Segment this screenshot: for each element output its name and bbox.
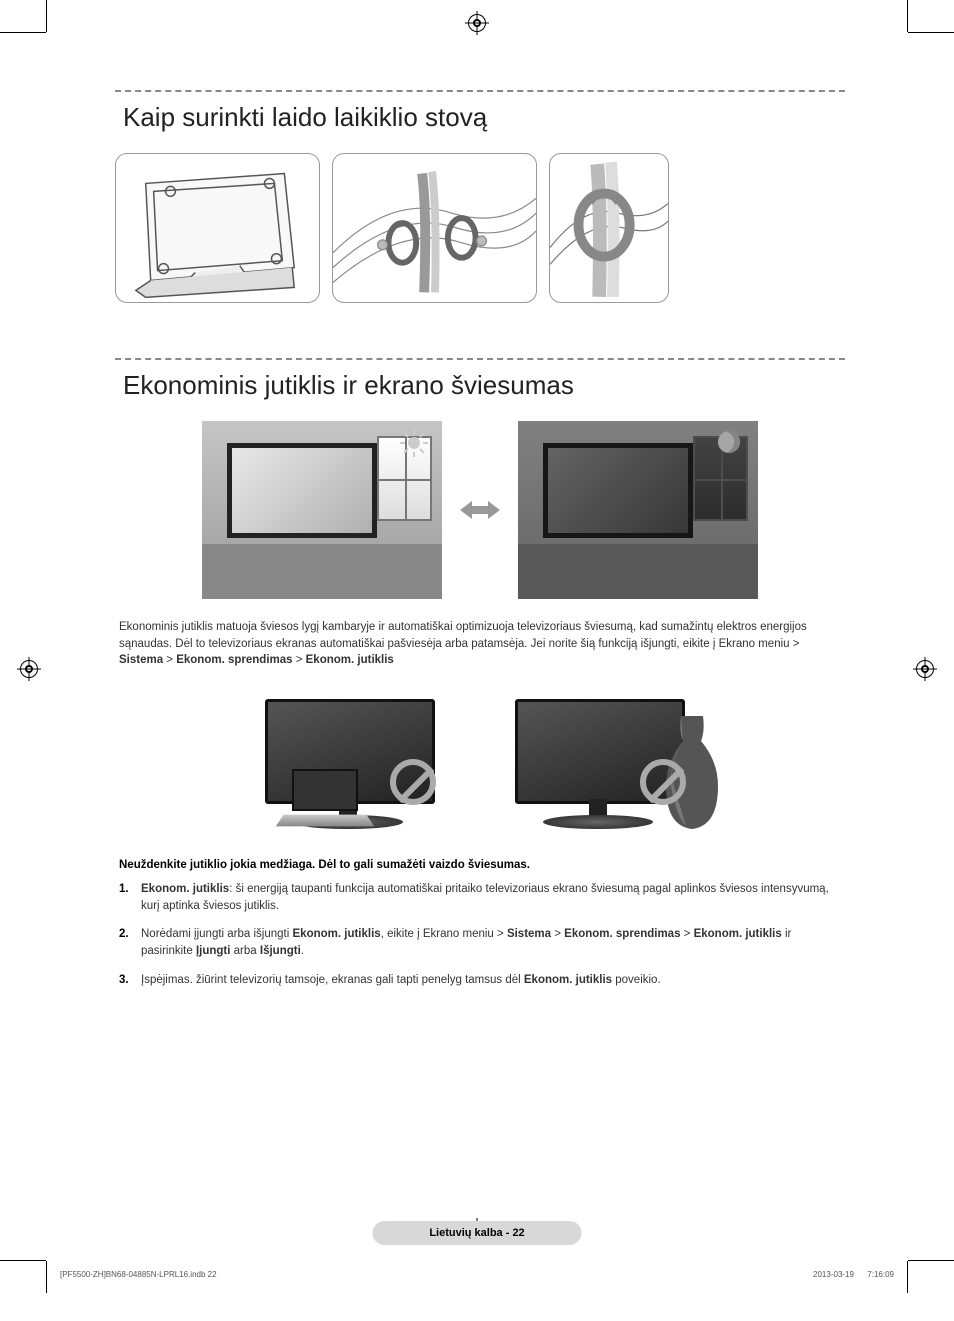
moon-icon (718, 431, 740, 453)
crop-mark (907, 0, 908, 32)
text: Ekonominis jutiklis matuoja šviesos lygį… (119, 621, 807, 650)
figure-cable-bundle-wide (332, 153, 537, 303)
text: . (301, 945, 304, 957)
page-number-badge: Lietuvių kalba - 22 (385, 1221, 570, 1245)
figure-row-cable-holder (115, 153, 845, 303)
crop-mark (46, 0, 47, 32)
crop-mark (0, 32, 46, 33)
menu-path-sistema: Sistema (507, 928, 551, 940)
text: Norėdami įjungti arba išjungti (141, 928, 293, 940)
registration-mark-icon (468, 14, 486, 32)
text: > (680, 928, 693, 940)
forbidden-icon (390, 759, 436, 805)
step-3: Įspėjimas. žiūrint televizorių tamsoje, … (119, 972, 841, 989)
menu-path-ekonom-jutiklis: Ekonom. jutiklis (306, 654, 394, 666)
figure-cable-clip-closeup (549, 153, 669, 303)
page-content: Kaip surinkti laido laikiklio stovą (115, 90, 845, 1000)
page-number-label: Lietuvių kalba - 22 (429, 1227, 524, 1239)
figure-row-eco-sensor (115, 421, 845, 599)
double-arrow-icon (460, 499, 500, 521)
print-metadata: [PF5500-ZH]BN68-04885N-LPRL16.indb 22 20… (60, 1270, 894, 1279)
text: Įspėjimas. žiūrint televizorių tamsoje, … (141, 974, 524, 986)
text: poveikio. (612, 974, 661, 986)
crop-mark (908, 1260, 954, 1261)
print-file-name: [PF5500-ZH]BN68-04885N-LPRL16.indb 22 (60, 1270, 217, 1279)
forbidden-icon (640, 759, 686, 805)
menu-path-sistema: Sistema (119, 654, 163, 666)
section-title-eco-sensor: Ekonominis jutiklis ir ekrano šviesumas (123, 370, 845, 401)
crop-mark (0, 1260, 46, 1261)
section-divider (115, 90, 845, 92)
sun-icon (400, 429, 428, 457)
term-ekonom-jutiklis: Ekonom. jutiklis (141, 883, 229, 895)
figure-obstruction-vase (495, 687, 715, 837)
eco-sensor-steps-list: Ekonom. jutiklis: ši energiją taupanti f… (115, 881, 845, 988)
step-2: Norėdami įjungti arba išjungti Ekonom. j… (119, 926, 841, 959)
term-ekonom-jutiklis: Ekonom. jutiklis (524, 974, 612, 986)
figure-row-obstruction-warning (115, 687, 845, 837)
option-isjungti: Išjungti (260, 945, 301, 957)
figure-dark-room (518, 421, 758, 599)
crop-mark (46, 1261, 47, 1293)
crop-mark (907, 1261, 908, 1293)
option-ijungti: Įjungti (196, 945, 231, 957)
section-divider (115, 358, 845, 360)
text: : ši energiją taupanti funkcija automati… (141, 883, 829, 912)
eco-sensor-description: Ekonominis jutiklis matuoja šviesos lygį… (119, 619, 841, 669)
text: > (163, 654, 176, 666)
menu-path-ekonom-sprendimas: Ekonom. sprendimas (564, 928, 680, 940)
figure-tv-back (115, 153, 320, 303)
registration-mark-icon (916, 660, 934, 678)
figure-bright-room (202, 421, 442, 599)
sensor-obstruction-note: Neuždenkite jutiklio jokia medžiaga. Dėl… (119, 859, 841, 871)
text: arba (230, 945, 259, 957)
term-ekonom-jutiklis: Ekonom. jutiklis (293, 928, 381, 940)
menu-path-ekonom-jutiklis: Ekonom. jutiklis (694, 928, 782, 940)
text: , eikite į Ekrano meniu > (381, 928, 507, 940)
crop-mark (908, 32, 954, 33)
registration-mark-icon (20, 660, 38, 678)
text: > (551, 928, 564, 940)
menu-path-ekonom-sprendimas: Ekonom. sprendimas (176, 654, 292, 666)
section-title-cable-holder: Kaip surinkti laido laikiklio stovą (123, 102, 845, 133)
figure-obstruction-laptop (245, 687, 465, 837)
print-timestamp: 2013-03-19 7:16:09 (813, 1270, 894, 1279)
text: > (293, 654, 306, 666)
step-1: Ekonom. jutiklis: ši energiją taupanti f… (119, 881, 841, 914)
